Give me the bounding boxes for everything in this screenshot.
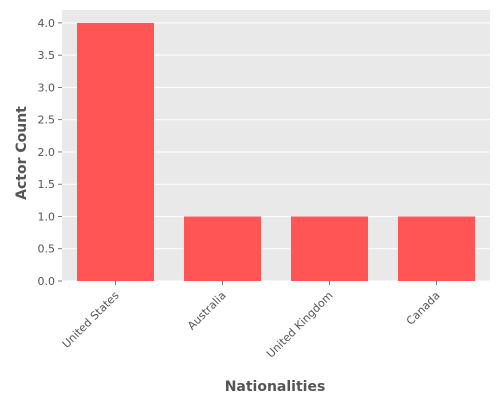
bar-united-states [76, 22, 155, 282]
x-tick-label: United States [60, 289, 122, 351]
x-axis-label: Nationalities [225, 379, 326, 395]
y-tick-label: 0.5 [38, 243, 56, 256]
y-axis-ticks: 0.0 0.5 1.0 1.5 2.0 2.5 3.0 3.5 4.0 [38, 17, 62, 288]
y-tick-label: 3.0 [38, 81, 56, 94]
y-tick-label: 2.0 [38, 146, 56, 159]
y-tick-label: 3.5 [38, 49, 56, 62]
y-tick-label: 4.0 [38, 17, 56, 30]
bar-australia [183, 216, 262, 281]
y-axis-label: Actor Count [14, 106, 30, 200]
x-tick-label: United Kingdom [264, 289, 336, 361]
x-axis-ticks: United States Australia United Kingdom Cana… [60, 281, 443, 361]
y-tick-label: 0.0 [38, 275, 56, 288]
y-tick-label: 2.5 [38, 114, 56, 127]
x-tick-label: Australia [185, 289, 229, 333]
bars [76, 22, 476, 282]
x-tick-label: Canada [404, 289, 443, 328]
y-tick-label: 1.5 [38, 178, 56, 191]
bar-united-kingdom [290, 216, 369, 281]
y-tick-label: 1.0 [38, 210, 56, 223]
bar-canada [397, 216, 476, 281]
